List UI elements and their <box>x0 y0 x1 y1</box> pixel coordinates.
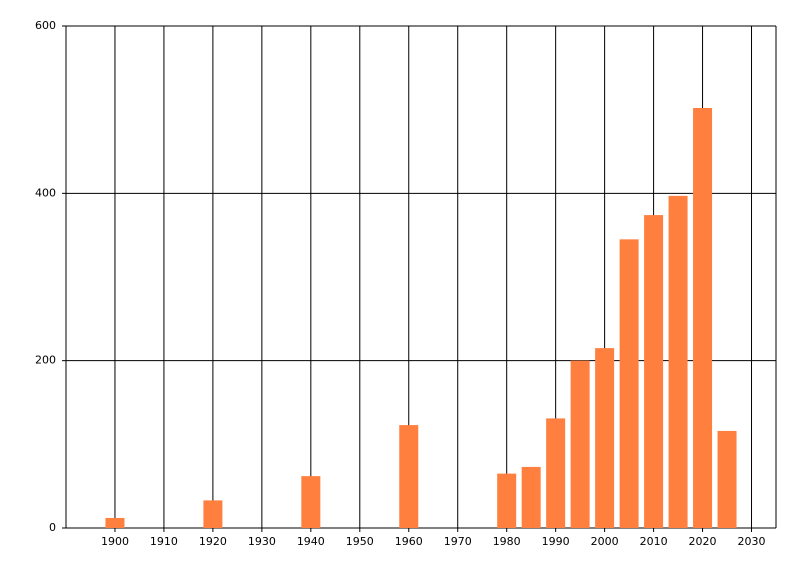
x-tick-label: 1980 <box>493 535 521 548</box>
x-tick-label: 1950 <box>346 535 374 548</box>
y-tick-label: 200 <box>35 354 56 367</box>
bar <box>301 476 321 528</box>
y-tick-label: 600 <box>35 19 56 32</box>
y-tick-label: 0 <box>49 521 56 534</box>
bar <box>595 348 615 528</box>
x-tick-label: 1910 <box>150 535 178 548</box>
x-tick-label: 1960 <box>395 535 423 548</box>
x-tick-label: 2010 <box>640 535 668 548</box>
bar <box>546 418 566 528</box>
bar <box>497 473 517 528</box>
bar <box>521 466 541 528</box>
bar <box>105 517 125 528</box>
bar <box>619 239 639 528</box>
x-tick-label: 2020 <box>689 535 717 548</box>
y-tick-label: 400 <box>35 186 56 199</box>
x-tick-label: 1920 <box>199 535 227 548</box>
x-tick-label: 1930 <box>248 535 276 548</box>
bar <box>644 215 664 528</box>
x-tick-label: 1970 <box>444 535 472 548</box>
x-tick-label: 1900 <box>101 535 129 548</box>
bar <box>570 360 590 528</box>
x-tick-label: 2000 <box>591 535 619 548</box>
x-tick-label: 1940 <box>297 535 325 548</box>
x-tick-label: 2030 <box>738 535 766 548</box>
x-tick-label: 1990 <box>542 535 570 548</box>
bar <box>399 425 419 528</box>
bar <box>693 107 713 528</box>
bar <box>203 500 223 528</box>
bar <box>717 430 737 528</box>
bar <box>668 195 688 529</box>
